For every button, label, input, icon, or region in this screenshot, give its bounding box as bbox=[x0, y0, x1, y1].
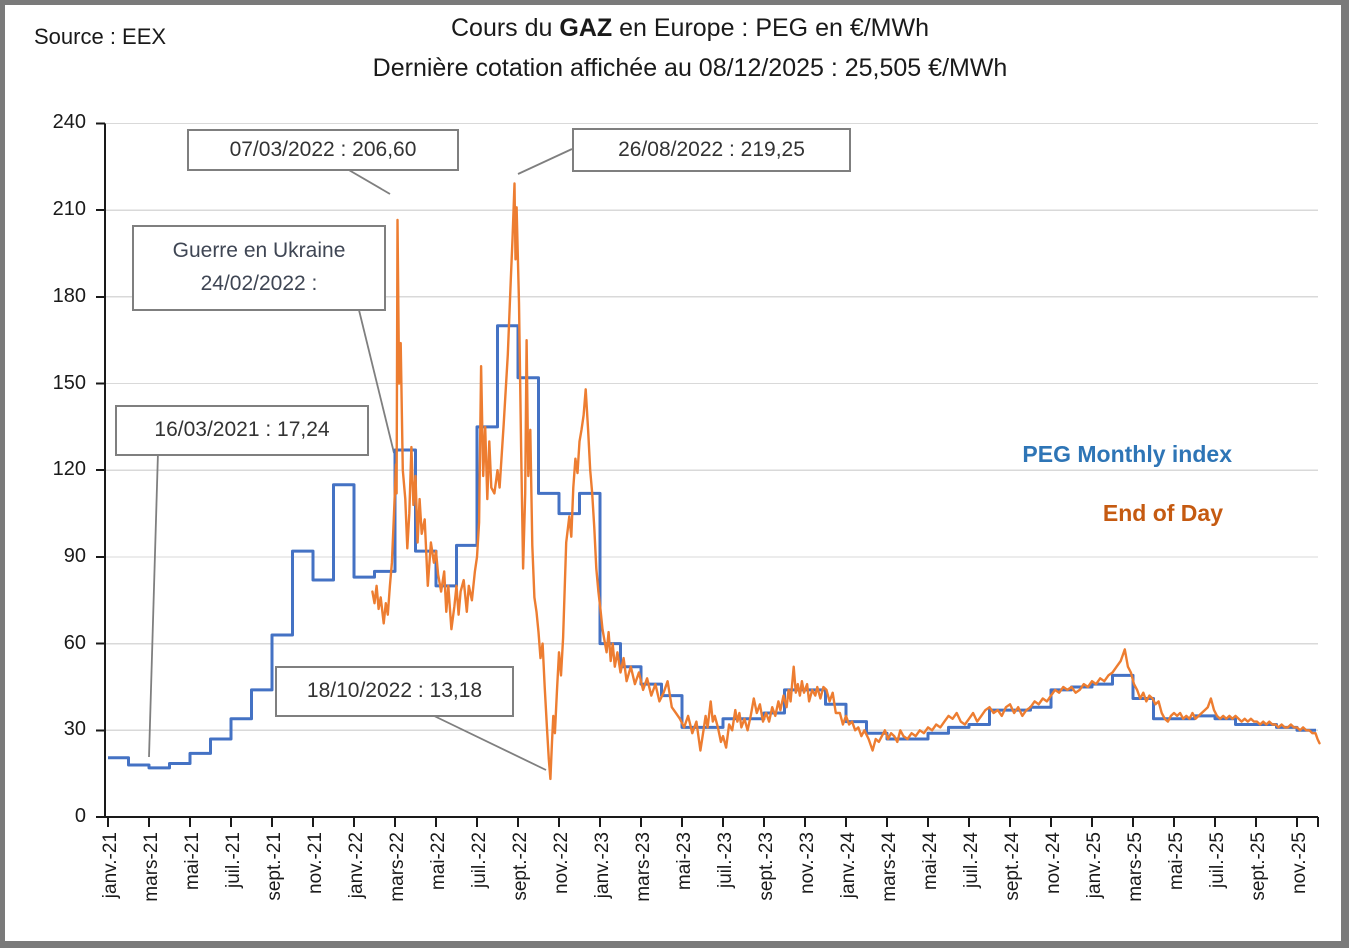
x-axis-label-nov.-21: nov.-21 bbox=[305, 832, 326, 894]
y-axis-label-60: 60 bbox=[63, 631, 86, 654]
x-axis-label-sept.-23: sept.-23 bbox=[756, 832, 777, 901]
x-axis-label-nov.-22: nov.-22 bbox=[551, 832, 572, 894]
y-axis-label-180: 180 bbox=[52, 284, 86, 307]
x-axis-label-mars-24: mars-24 bbox=[879, 832, 900, 902]
x-axis-label-nov.-24: nov.-24 bbox=[1043, 832, 1064, 894]
annotation-peak-2022-08: 26/08/2022 : 219,25 bbox=[572, 128, 851, 172]
y-axis-label-30: 30 bbox=[63, 718, 86, 741]
x-axis-label-mai-23: mai-23 bbox=[674, 832, 695, 891]
x-axis-label-janv.-22: janv.-22 bbox=[346, 832, 367, 899]
annotation-war-ukraine: Guerre en Ukraine 24/02/2022 : bbox=[132, 225, 386, 311]
x-axis-label-mai-24: mai-24 bbox=[920, 832, 941, 891]
y-axis-label-90: 90 bbox=[63, 544, 86, 567]
annotation-leader-war-ukraine bbox=[357, 305, 395, 454]
x-axis-label-sept.-25: sept.-25 bbox=[1248, 832, 1269, 901]
x-axis-label-juil.-24: juil.-24 bbox=[961, 832, 982, 888]
annotation-text-line1: Guerre en Ukraine bbox=[172, 239, 346, 263]
x-axis-label-janv.-23: janv.-23 bbox=[592, 832, 613, 899]
chart-title-prefix: Cours du bbox=[451, 14, 560, 42]
x-axis-label-juil.-21: juil.-21 bbox=[223, 832, 244, 888]
legend-peg-monthly-index: PEG Monthly index bbox=[1022, 441, 1232, 467]
chart-title-suffix: en Europe : PEG en €/MWh bbox=[612, 14, 929, 42]
x-axis-label-mars-25: mars-25 bbox=[1125, 832, 1146, 902]
annotation-leader-low-2022-10 bbox=[427, 712, 547, 771]
x-axis-label-mars-21: mars-21 bbox=[141, 832, 162, 902]
x-axis-label-sept.-24: sept.-24 bbox=[1002, 832, 1023, 901]
series-end-of-day bbox=[371, 182, 1321, 781]
x-axis-label-juil.-25: juil.-25 bbox=[1207, 832, 1228, 888]
annotation-text: 16/03/2021 : 17,24 bbox=[154, 418, 330, 442]
x-axis-label-janv.-21: janv.-21 bbox=[100, 832, 121, 899]
x-axis-label-janv.-24: janv.-24 bbox=[838, 832, 859, 899]
x-axis-label-juil.-23: juil.-23 bbox=[715, 832, 736, 888]
annotation-low-2021-03: 16/03/2021 : 17,24 bbox=[115, 405, 369, 456]
x-axis-label-janv.-25: janv.-25 bbox=[1084, 832, 1105, 899]
y-axis-label-0: 0 bbox=[74, 805, 86, 827]
x-axis-label-mai-25: mai-25 bbox=[1166, 832, 1187, 891]
y-axis-label-240: 240 bbox=[52, 111, 86, 134]
chart-subtitle-last-quote: Dernière cotation affichée au 08/12/2025… bbox=[372, 54, 1008, 82]
annotation-low-2022-10: 18/10/2022 : 13,18 bbox=[275, 666, 514, 717]
y-axis-label-150: 150 bbox=[52, 371, 86, 394]
x-axis-label-mars-22: mars-22 bbox=[387, 832, 408, 902]
y-axis-label-120: 120 bbox=[52, 458, 86, 481]
x-axis-label-nov.-23: nov.-23 bbox=[797, 832, 818, 894]
legend-end-of-day: End of Day bbox=[1102, 500, 1223, 526]
x-axis-label-mai-22: mai-22 bbox=[428, 832, 449, 891]
annotation-leader-low-2021-03 bbox=[148, 451, 159, 758]
annotation-text: 07/03/2022 : 206,60 bbox=[229, 137, 417, 161]
x-axis-label-juil.-22: juil.-22 bbox=[469, 832, 490, 888]
y-axis-label-210: 210 bbox=[52, 198, 86, 221]
series-peg-monthly-index bbox=[108, 324, 1316, 770]
chart-title-bold: GAZ bbox=[559, 14, 613, 42]
annotation-leader-peak-2022-08 bbox=[517, 148, 573, 175]
chart-title: Cours du GAZ en Europe : PEG en €/MWh bbox=[95, 14, 1285, 43]
annotation-text-line2: 24/02/2022 : bbox=[200, 272, 318, 295]
annotation-text: 26/08/2022 : 219,25 bbox=[618, 137, 805, 161]
source-label: Source : EEX bbox=[34, 24, 167, 49]
annotation-peak-2022-03: 07/03/2022 : 206,60 bbox=[187, 129, 459, 171]
x-axis-label-nov.-25: nov.-25 bbox=[1289, 832, 1310, 894]
annotation-text: 18/10/2022 : 13,18 bbox=[306, 679, 483, 703]
x-axis-label-mars-23: mars-23 bbox=[633, 832, 654, 902]
x-axis-label-sept.-22: sept.-22 bbox=[510, 832, 531, 901]
x-axis-label-sept.-21: sept.-21 bbox=[264, 832, 285, 901]
x-axis-label-mai-21: mai-21 bbox=[182, 832, 203, 891]
